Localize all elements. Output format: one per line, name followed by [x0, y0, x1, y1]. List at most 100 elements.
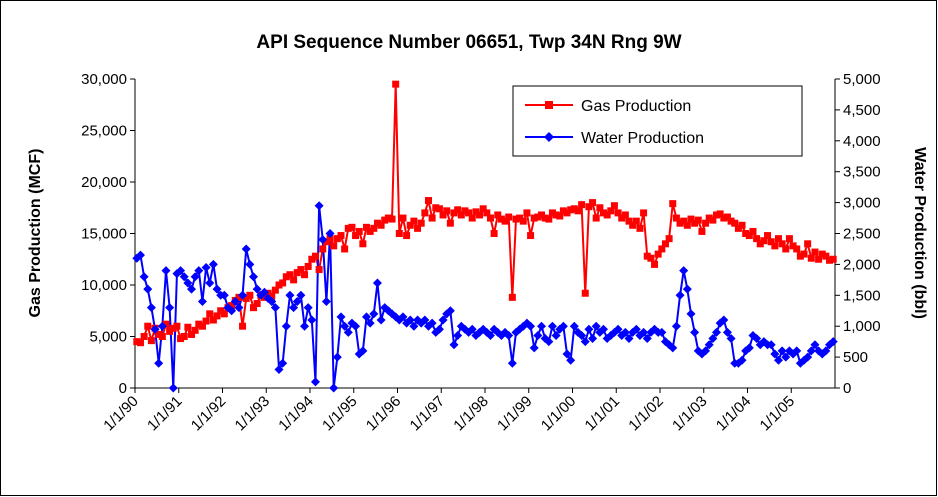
- gas-marker: [206, 310, 214, 318]
- water-marker: [584, 324, 594, 334]
- water-marker: [161, 266, 171, 276]
- gas-marker: [421, 209, 429, 217]
- gas-marker: [800, 250, 808, 258]
- water-marker: [558, 321, 568, 331]
- gas-marker: [778, 240, 786, 248]
- water-marker: [533, 330, 543, 340]
- gas-marker: [581, 289, 589, 297]
- gas-marker: [578, 201, 586, 209]
- water-marker: [285, 290, 295, 300]
- water-marker: [810, 340, 820, 350]
- water-marker: [369, 309, 379, 319]
- gas-marker: [439, 211, 447, 219]
- gas-marker: [260, 293, 268, 301]
- water-marker: [551, 330, 561, 340]
- gas-marker: [599, 209, 607, 217]
- water-marker: [343, 327, 353, 337]
- y2-tick-label: 500: [843, 349, 868, 366]
- gas-marker: [348, 223, 356, 231]
- gas-marker: [435, 205, 443, 213]
- water-marker: [139, 272, 149, 282]
- water-marker: [642, 334, 652, 344]
- gas-marker: [195, 320, 203, 328]
- gas-marker: [738, 221, 746, 229]
- y2-tick-label: 1,000: [843, 318, 881, 335]
- gas-marker: [767, 238, 775, 246]
- gas-marker: [727, 217, 735, 225]
- gas-marker: [432, 204, 440, 212]
- water-marker: [325, 229, 335, 238]
- water-marker: [675, 290, 685, 300]
- gas-marker: [705, 214, 713, 222]
- water-marker: [321, 296, 331, 306]
- gas-marker: [461, 207, 469, 215]
- gas-marker: [330, 242, 338, 250]
- gas-marker: [169, 324, 177, 332]
- water-marker: [737, 355, 747, 365]
- gas-marker: [672, 214, 680, 222]
- gas-marker: [691, 219, 699, 227]
- gas-marker: [315, 266, 323, 274]
- gas-marker: [468, 214, 476, 222]
- water-marker: [179, 272, 189, 282]
- gas-marker: [355, 227, 363, 235]
- water-marker: [580, 337, 590, 347]
- water-marker: [340, 321, 350, 331]
- gas-marker: [235, 293, 243, 301]
- gas-marker: [271, 286, 279, 294]
- water-marker: [227, 306, 237, 316]
- gas-marker: [377, 221, 385, 229]
- gas-marker: [457, 211, 465, 219]
- water-marker: [766, 340, 776, 350]
- water-marker: [168, 383, 178, 393]
- gas-marker: [661, 240, 669, 248]
- water-marker: [176, 266, 186, 276]
- y-axis-title: Gas Production (MCF): [27, 149, 44, 318]
- y-tick-label: 20,000: [81, 174, 127, 191]
- water-marker: [252, 284, 262, 294]
- gas-marker: [275, 281, 283, 289]
- water-marker: [146, 303, 156, 313]
- water-marker: [219, 290, 229, 300]
- gas-marker: [782, 245, 790, 253]
- gas-marker: [133, 338, 141, 346]
- water-marker: [598, 324, 608, 334]
- gas-marker: [326, 235, 334, 243]
- gas-marker: [188, 330, 196, 338]
- gas-marker: [428, 214, 436, 222]
- water-marker: [194, 266, 204, 276]
- gas-marker: [538, 211, 546, 219]
- gas-marker: [497, 215, 505, 223]
- water-marker: [190, 272, 200, 282]
- water-marker: [613, 324, 623, 334]
- gas-marker: [406, 221, 414, 229]
- water-marker: [708, 334, 718, 344]
- water-marker: [420, 315, 430, 325]
- gas-marker: [301, 271, 309, 279]
- gas-marker: [337, 232, 345, 240]
- gas-marker: [625, 217, 633, 225]
- gas-marker: [632, 217, 640, 225]
- gas-marker: [293, 269, 301, 277]
- water-marker: [682, 284, 692, 294]
- water-marker: [270, 303, 280, 313]
- water-marker: [135, 250, 145, 260]
- gas-marker: [687, 215, 695, 223]
- gas-marker: [556, 212, 564, 220]
- gas-marker: [592, 214, 600, 222]
- gas-marker: [589, 199, 597, 207]
- water-marker: [712, 327, 722, 337]
- gas-marker: [523, 209, 531, 217]
- water-marker: [792, 346, 802, 356]
- gas-marker: [450, 209, 458, 217]
- y-tick-label: 30,000: [81, 71, 127, 88]
- y2-tick-label: 0: [843, 380, 851, 397]
- gas-marker: [297, 266, 305, 274]
- water-marker: [569, 321, 579, 331]
- water-marker: [292, 296, 302, 306]
- gas-marker: [669, 200, 677, 208]
- gas-marker: [253, 300, 261, 308]
- gas-marker: [519, 217, 527, 225]
- water-marker: [376, 315, 386, 325]
